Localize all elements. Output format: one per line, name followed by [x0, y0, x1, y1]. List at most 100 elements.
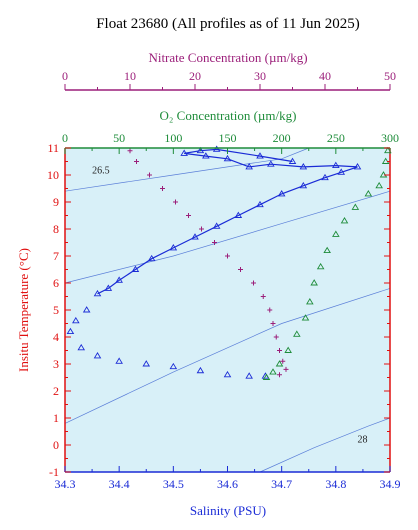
- salinity-point: [277, 190, 286, 197]
- oxygen-point: [275, 360, 284, 367]
- oxygen-tick-label: 150: [219, 131, 237, 145]
- nitrate-point: [212, 240, 217, 245]
- salinity-axis-title: Salinity (PSU): [190, 503, 266, 518]
- nitrate-point: [199, 226, 204, 232]
- salinity-point: [353, 163, 362, 170]
- salinity-point: [147, 254, 156, 262]
- nitrate-tick-label: 10: [124, 69, 136, 83]
- salinity-point: [256, 152, 264, 159]
- oxygen-point: [364, 190, 373, 197]
- temperature-tick-label: 10: [47, 168, 59, 182]
- salinity-point: [212, 145, 221, 152]
- oxygen-tick-label: 250: [327, 131, 345, 145]
- nitrate-point: [260, 294, 266, 299]
- nitrate-axis-title: Nitrate Concentration (µm/kg): [148, 50, 307, 65]
- salinity-point: [299, 163, 308, 170]
- oxygen-point: [310, 279, 318, 286]
- salinity-point: [196, 146, 205, 154]
- nitrate-point: [160, 186, 165, 191]
- salinity-point: [115, 276, 123, 283]
- oxygen-point: [269, 368, 277, 375]
- oxygen-point: [293, 330, 301, 337]
- nitrate-point: [147, 172, 152, 178]
- nitrate-point: [186, 213, 191, 218]
- oxygen-tick-label: 200: [273, 131, 291, 145]
- oxygen-tick-label: 0: [62, 131, 68, 145]
- isopycnal-line: [64, 147, 309, 192]
- oxygen-point: [262, 373, 271, 380]
- nitrate-point: [273, 334, 279, 340]
- salinity-point: [104, 284, 113, 291]
- nitrate-tick-label: 50: [384, 69, 396, 83]
- temperature-tick-label: 1: [53, 411, 59, 425]
- axes: 34.3 34.4 34.5 34.6 34.7 34.8 34.9 -1 0 1 2 3 4 5 6 7 8 9…: [47, 131, 401, 491]
- salinity-point: [169, 362, 178, 370]
- salinity-tick-label: 34.4: [109, 477, 130, 491]
- temperature-tick-label: 8: [53, 222, 59, 236]
- nitrate-tick-label: 0: [62, 69, 68, 83]
- salinity-tick-label: 34.8: [325, 477, 346, 491]
- oxygen-point: [332, 230, 340, 237]
- nitrate-point: [277, 348, 282, 353]
- isopycnal-label: 26.5: [92, 166, 110, 177]
- isopycnal-line: [64, 190, 391, 284]
- oxygen-point: [284, 346, 292, 353]
- salinity-tick-label: 34.7: [271, 477, 292, 491]
- salinity-point: [321, 173, 329, 181]
- temperature-axis-title: Insitu Temperature (°C): [16, 248, 31, 372]
- salinity-point: [212, 222, 221, 229]
- temperature-tick-label: -1: [49, 465, 59, 479]
- temperature-tick-label: 11: [47, 141, 59, 155]
- oxygen-point: [375, 181, 383, 189]
- salinity-point: [82, 306, 91, 313]
- nitrate-point: [173, 199, 178, 205]
- nitrate-point: [283, 366, 289, 372]
- oxygen-tick-label: 50: [113, 131, 125, 145]
- salinity-point: [337, 168, 346, 175]
- salinity-point: [93, 289, 102, 297]
- temperature-tick-label: 6: [53, 276, 59, 290]
- nitrate-axis: 0 10 20 30 40 50: [62, 69, 396, 91]
- nitrate-point: [134, 159, 139, 164]
- salinity-point: [267, 160, 275, 167]
- isopycnal-line: [259, 417, 391, 473]
- nitrate-point: [270, 321, 276, 326]
- nitrate-tick-label: 30: [254, 69, 266, 83]
- salinity-point: [196, 366, 205, 374]
- isopycnal-label: 28: [358, 434, 368, 445]
- oxygen-tick-label: 100: [164, 131, 182, 145]
- salinity-point: [223, 154, 232, 162]
- temperature-tick-label: 3: [53, 357, 59, 371]
- salinity-point: [202, 152, 210, 159]
- oxygen-point: [340, 217, 349, 224]
- salinity-point: [142, 360, 151, 367]
- salinity-point: [245, 163, 253, 170]
- nitrate-tick-label: 20: [189, 69, 201, 83]
- nitrate-point: [225, 253, 230, 259]
- salinity-point: [66, 327, 75, 335]
- temperature-tick-label: 9: [53, 195, 59, 209]
- salinity-point: [72, 316, 80, 324]
- salinity-point: [131, 265, 140, 272]
- oxygen-point: [316, 262, 325, 270]
- nitrate-point: [280, 358, 286, 364]
- temperature-tick-label: 7: [53, 249, 59, 263]
- oxygen-tick-label: 300: [381, 131, 399, 145]
- temperature-tick-label: 2: [53, 384, 59, 398]
- salinity-point: [223, 370, 232, 378]
- nitrate-tick-label: 40: [319, 69, 331, 83]
- nitrate-point: [238, 267, 243, 272]
- salinity-point: [93, 352, 102, 359]
- salinity-point: [77, 343, 86, 351]
- temperature-tick-label: 5: [53, 303, 59, 317]
- salinity-tick-label: 34.5: [163, 477, 184, 491]
- salinity-point: [245, 372, 253, 379]
- nitrate-point: [277, 372, 282, 378]
- nitrate-point: [251, 280, 256, 286]
- salinity-point: [299, 181, 308, 189]
- oxygen-point: [306, 298, 314, 305]
- salinity-point: [234, 211, 243, 218]
- salinity-point: [180, 149, 188, 156]
- temperature-tick-label: 4: [53, 330, 59, 344]
